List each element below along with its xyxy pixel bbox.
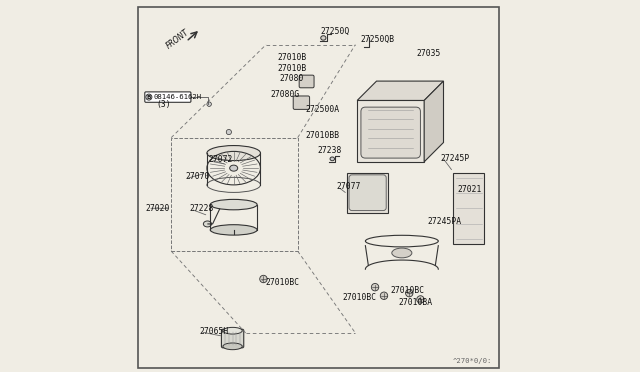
Ellipse shape <box>392 248 412 258</box>
Bar <box>347 173 388 213</box>
Ellipse shape <box>330 157 335 161</box>
Circle shape <box>227 129 232 135</box>
Text: 27238: 27238 <box>317 146 341 155</box>
Text: 27021: 27021 <box>458 185 482 194</box>
Polygon shape <box>453 173 484 244</box>
Circle shape <box>417 296 424 303</box>
Ellipse shape <box>223 343 243 350</box>
Ellipse shape <box>321 36 326 40</box>
Text: ^270*0/0:: ^270*0/0: <box>453 358 493 364</box>
Circle shape <box>406 289 413 297</box>
Text: 27245P: 27245P <box>441 154 470 163</box>
Ellipse shape <box>211 225 257 235</box>
Text: FRONT: FRONT <box>165 27 191 50</box>
Text: 27070: 27070 <box>186 172 210 181</box>
Circle shape <box>260 275 267 283</box>
FancyBboxPatch shape <box>221 329 244 348</box>
Ellipse shape <box>207 145 260 161</box>
Text: B: B <box>147 94 151 100</box>
Ellipse shape <box>211 199 257 210</box>
Circle shape <box>371 283 379 291</box>
Text: 27020: 27020 <box>145 204 170 213</box>
Text: 27035: 27035 <box>417 49 441 58</box>
Polygon shape <box>357 100 424 162</box>
Ellipse shape <box>223 327 243 334</box>
Text: 27228: 27228 <box>189 204 213 213</box>
Text: 27010BC: 27010BC <box>265 278 299 287</box>
Ellipse shape <box>204 221 212 227</box>
FancyBboxPatch shape <box>299 75 314 88</box>
Text: (3): (3) <box>156 100 171 109</box>
Text: 27250QB: 27250QB <box>361 35 395 44</box>
FancyBboxPatch shape <box>293 96 310 109</box>
Text: 27010BA: 27010BA <box>398 298 432 307</box>
Circle shape <box>207 102 211 106</box>
Circle shape <box>146 94 152 100</box>
Text: 27245PA: 27245PA <box>428 217 462 226</box>
Text: 27010B: 27010B <box>277 64 307 73</box>
FancyBboxPatch shape <box>349 175 386 211</box>
Text: 27065H: 27065H <box>199 327 228 336</box>
Text: 27010B: 27010B <box>277 53 307 62</box>
Text: 27080G: 27080G <box>271 90 300 99</box>
Text: 272500A: 272500A <box>306 105 340 114</box>
Text: 08146-6162H: 08146-6162H <box>154 94 202 100</box>
Text: 27072: 27072 <box>209 155 233 164</box>
Text: 27010BB: 27010BB <box>306 131 340 140</box>
Text: 27010BC: 27010BC <box>390 286 425 295</box>
Text: 27080: 27080 <box>279 74 303 83</box>
Polygon shape <box>424 81 444 162</box>
Text: 27010BC: 27010BC <box>342 293 376 302</box>
Circle shape <box>380 292 388 299</box>
FancyBboxPatch shape <box>145 92 191 102</box>
FancyBboxPatch shape <box>361 107 420 158</box>
Text: 27077: 27077 <box>337 182 361 190</box>
Text: 27250Q: 27250Q <box>320 27 349 36</box>
Bar <box>172 138 298 251</box>
Polygon shape <box>357 81 444 100</box>
Ellipse shape <box>230 165 237 171</box>
